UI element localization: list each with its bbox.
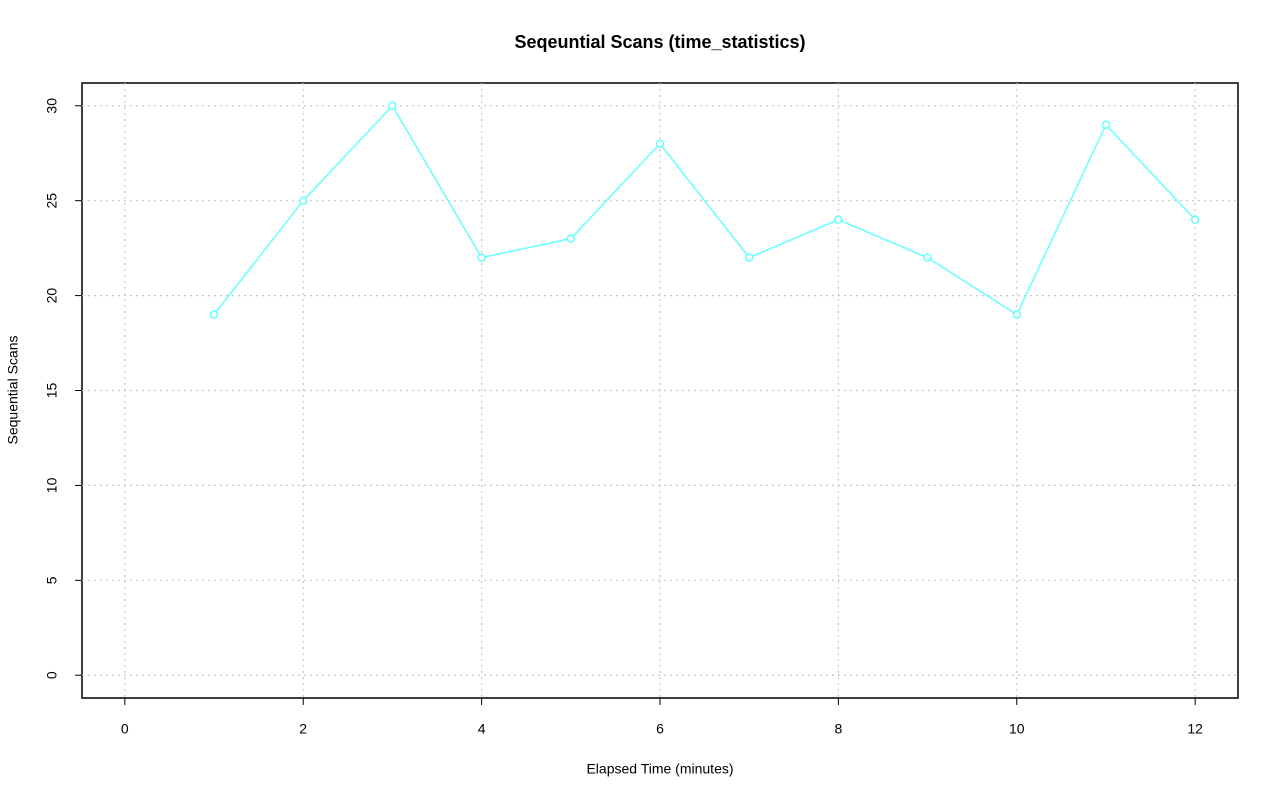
x-tick-label: 2 [299, 721, 307, 737]
data-point [1012, 310, 1022, 319]
data-point [834, 215, 843, 224]
data-point [1101, 120, 1111, 130]
y-tick-label: 5 [44, 576, 60, 584]
x-tick-label: 4 [478, 721, 486, 737]
x-tick-label: 10 [1009, 721, 1025, 737]
x-axis-title: Elapsed Time (minutes) [586, 761, 733, 777]
y-tick-label: 10 [44, 477, 60, 493]
data-point [1190, 215, 1200, 224]
x-tick-label: 8 [834, 721, 842, 737]
data-point [388, 101, 397, 111]
y-tick-label: 25 [44, 193, 60, 209]
y-tick-label: 0 [44, 671, 60, 679]
data-point [744, 253, 754, 262]
x-tick-label: 6 [656, 721, 664, 737]
y-tick-label: 30 [44, 98, 60, 114]
x-tick-label: 12 [1187, 721, 1203, 737]
data-point [298, 196, 308, 205]
data-point [923, 253, 932, 262]
x-tick-label: 0 [121, 721, 129, 737]
data-point [209, 310, 219, 319]
data-point [477, 253, 486, 262]
series-line [213, 104, 1196, 316]
chart-title: Seqeuntial Scans (time_statistics) [514, 32, 805, 52]
y-axis-title: Sequential Scans [5, 336, 21, 445]
data-point [566, 234, 576, 243]
data-point [655, 139, 665, 148]
y-tick-label: 15 [44, 383, 60, 399]
y-tick-label: 20 [44, 288, 60, 304]
